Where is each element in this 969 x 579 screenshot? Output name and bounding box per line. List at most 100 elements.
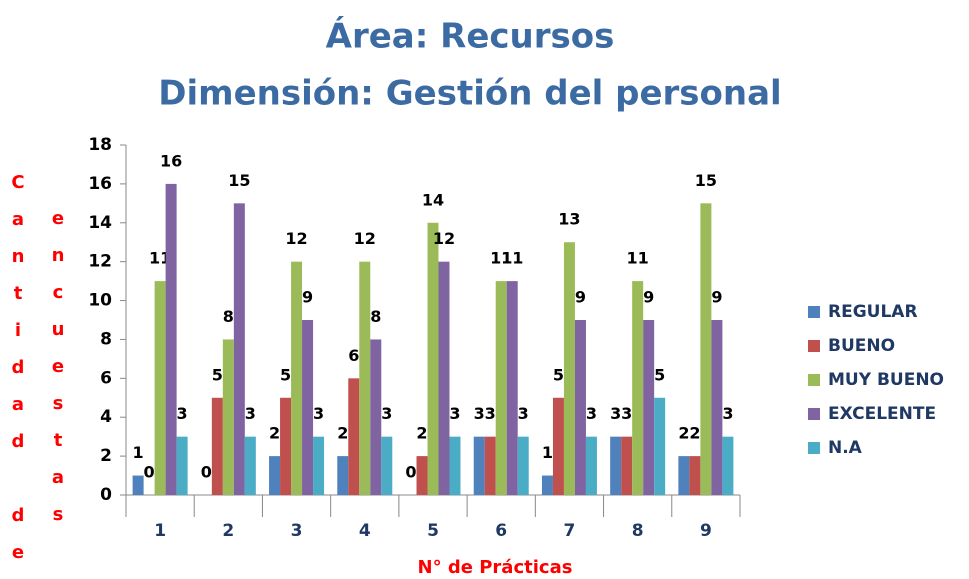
legend-label: EXCELENTE (828, 404, 936, 424)
bar (495, 281, 507, 495)
bar (473, 436, 485, 495)
data-label: 1 (133, 443, 144, 462)
data-label: 3 (313, 404, 324, 423)
y-tick-label: 0 (100, 485, 112, 505)
bar (370, 339, 382, 495)
y-tick-label: 2 (100, 446, 112, 466)
data-label: 12 (285, 229, 307, 248)
bar (244, 436, 256, 495)
bar (427, 222, 439, 495)
legend-swatch (808, 442, 820, 454)
bar (632, 281, 644, 495)
bar (154, 281, 166, 495)
bar (302, 320, 314, 495)
data-label: 2 (269, 424, 280, 443)
chart-title: Dimensión: Gestión del personal (158, 74, 781, 114)
data-label: 2 (678, 424, 689, 443)
bar (132, 475, 144, 495)
data-label: 3 (485, 404, 496, 423)
data-label: 16 (160, 151, 182, 170)
x-tick-label: 6 (495, 521, 507, 541)
data-label: 11 (490, 249, 512, 268)
bar (506, 281, 518, 495)
bar (621, 436, 633, 495)
data-label: 15 (695, 171, 717, 190)
data-label: 1 (542, 443, 553, 462)
bar (541, 475, 553, 495)
x-tick-label: 5 (427, 521, 439, 541)
bar (337, 456, 349, 495)
data-label: 3 (722, 404, 733, 423)
bar (269, 456, 281, 495)
bar (222, 339, 234, 495)
data-label: 2 (337, 424, 348, 443)
legend-label: N.A (828, 438, 863, 458)
data-label: 9 (575, 288, 586, 307)
data-label: 3 (518, 404, 529, 423)
bar (313, 436, 325, 495)
data-label: 12 (433, 229, 455, 248)
data-label: 3 (474, 404, 485, 423)
data-label: 9 (711, 288, 722, 307)
data-label: 14 (422, 190, 444, 209)
data-label: 5 (654, 365, 665, 384)
x-tick-label: 4 (359, 521, 371, 541)
bar (381, 436, 393, 495)
y-tick-label: 16 (88, 174, 112, 194)
data-label: 3 (449, 404, 460, 423)
bar (574, 320, 586, 495)
x-tick-label: 1 (154, 521, 166, 541)
data-label: 0 (405, 463, 416, 482)
bar (165, 183, 177, 495)
y-tick-label: 18 (88, 135, 112, 155)
bar (416, 456, 428, 495)
bar (359, 261, 371, 495)
x-tick-label: 2 (222, 521, 234, 541)
bar (610, 436, 622, 495)
bar (678, 456, 690, 495)
bar (700, 203, 712, 496)
data-label: 8 (370, 307, 381, 326)
bar (563, 242, 575, 495)
bar (211, 397, 223, 495)
y-axis-label: Cantidad de (8, 172, 29, 579)
data-label: 11 (501, 249, 523, 268)
bar (552, 397, 564, 495)
bar (484, 436, 496, 495)
data-label: 6 (348, 346, 359, 365)
bar (348, 378, 360, 495)
y-tick-label: 8 (100, 329, 112, 349)
x-tick-label: 9 (700, 521, 712, 541)
data-label: 3 (586, 404, 597, 423)
legend-swatch (808, 306, 820, 318)
data-label: 5 (280, 365, 291, 384)
bar (654, 397, 666, 495)
legend-label: MUY BUENO (828, 370, 944, 390)
data-label: 9 (302, 288, 313, 307)
bar (722, 436, 734, 495)
bar (643, 320, 655, 495)
bar (438, 261, 450, 495)
y-axis-label: encuestas (48, 208, 69, 541)
bar (291, 261, 303, 495)
bar (176, 436, 188, 495)
bar (449, 436, 461, 495)
data-label: 15 (228, 171, 250, 190)
data-label: 5 (553, 365, 564, 384)
chart-title: Área: Recursos (326, 16, 615, 57)
x-tick-label: 8 (632, 521, 644, 541)
y-tick-label: 14 (88, 213, 112, 233)
data-label: 2 (416, 424, 427, 443)
data-label: 11 (627, 249, 649, 268)
data-label: 0 (201, 463, 212, 482)
y-tick-label: 12 (88, 252, 112, 272)
data-label: 9 (643, 288, 654, 307)
data-label: 13 (558, 210, 580, 229)
bar (711, 320, 723, 495)
data-label: 0 (144, 463, 155, 482)
x-axis-label: N° de Prácticas (418, 557, 573, 578)
y-tick-label: 10 (88, 291, 112, 311)
bar (233, 203, 245, 496)
bar (280, 397, 292, 495)
